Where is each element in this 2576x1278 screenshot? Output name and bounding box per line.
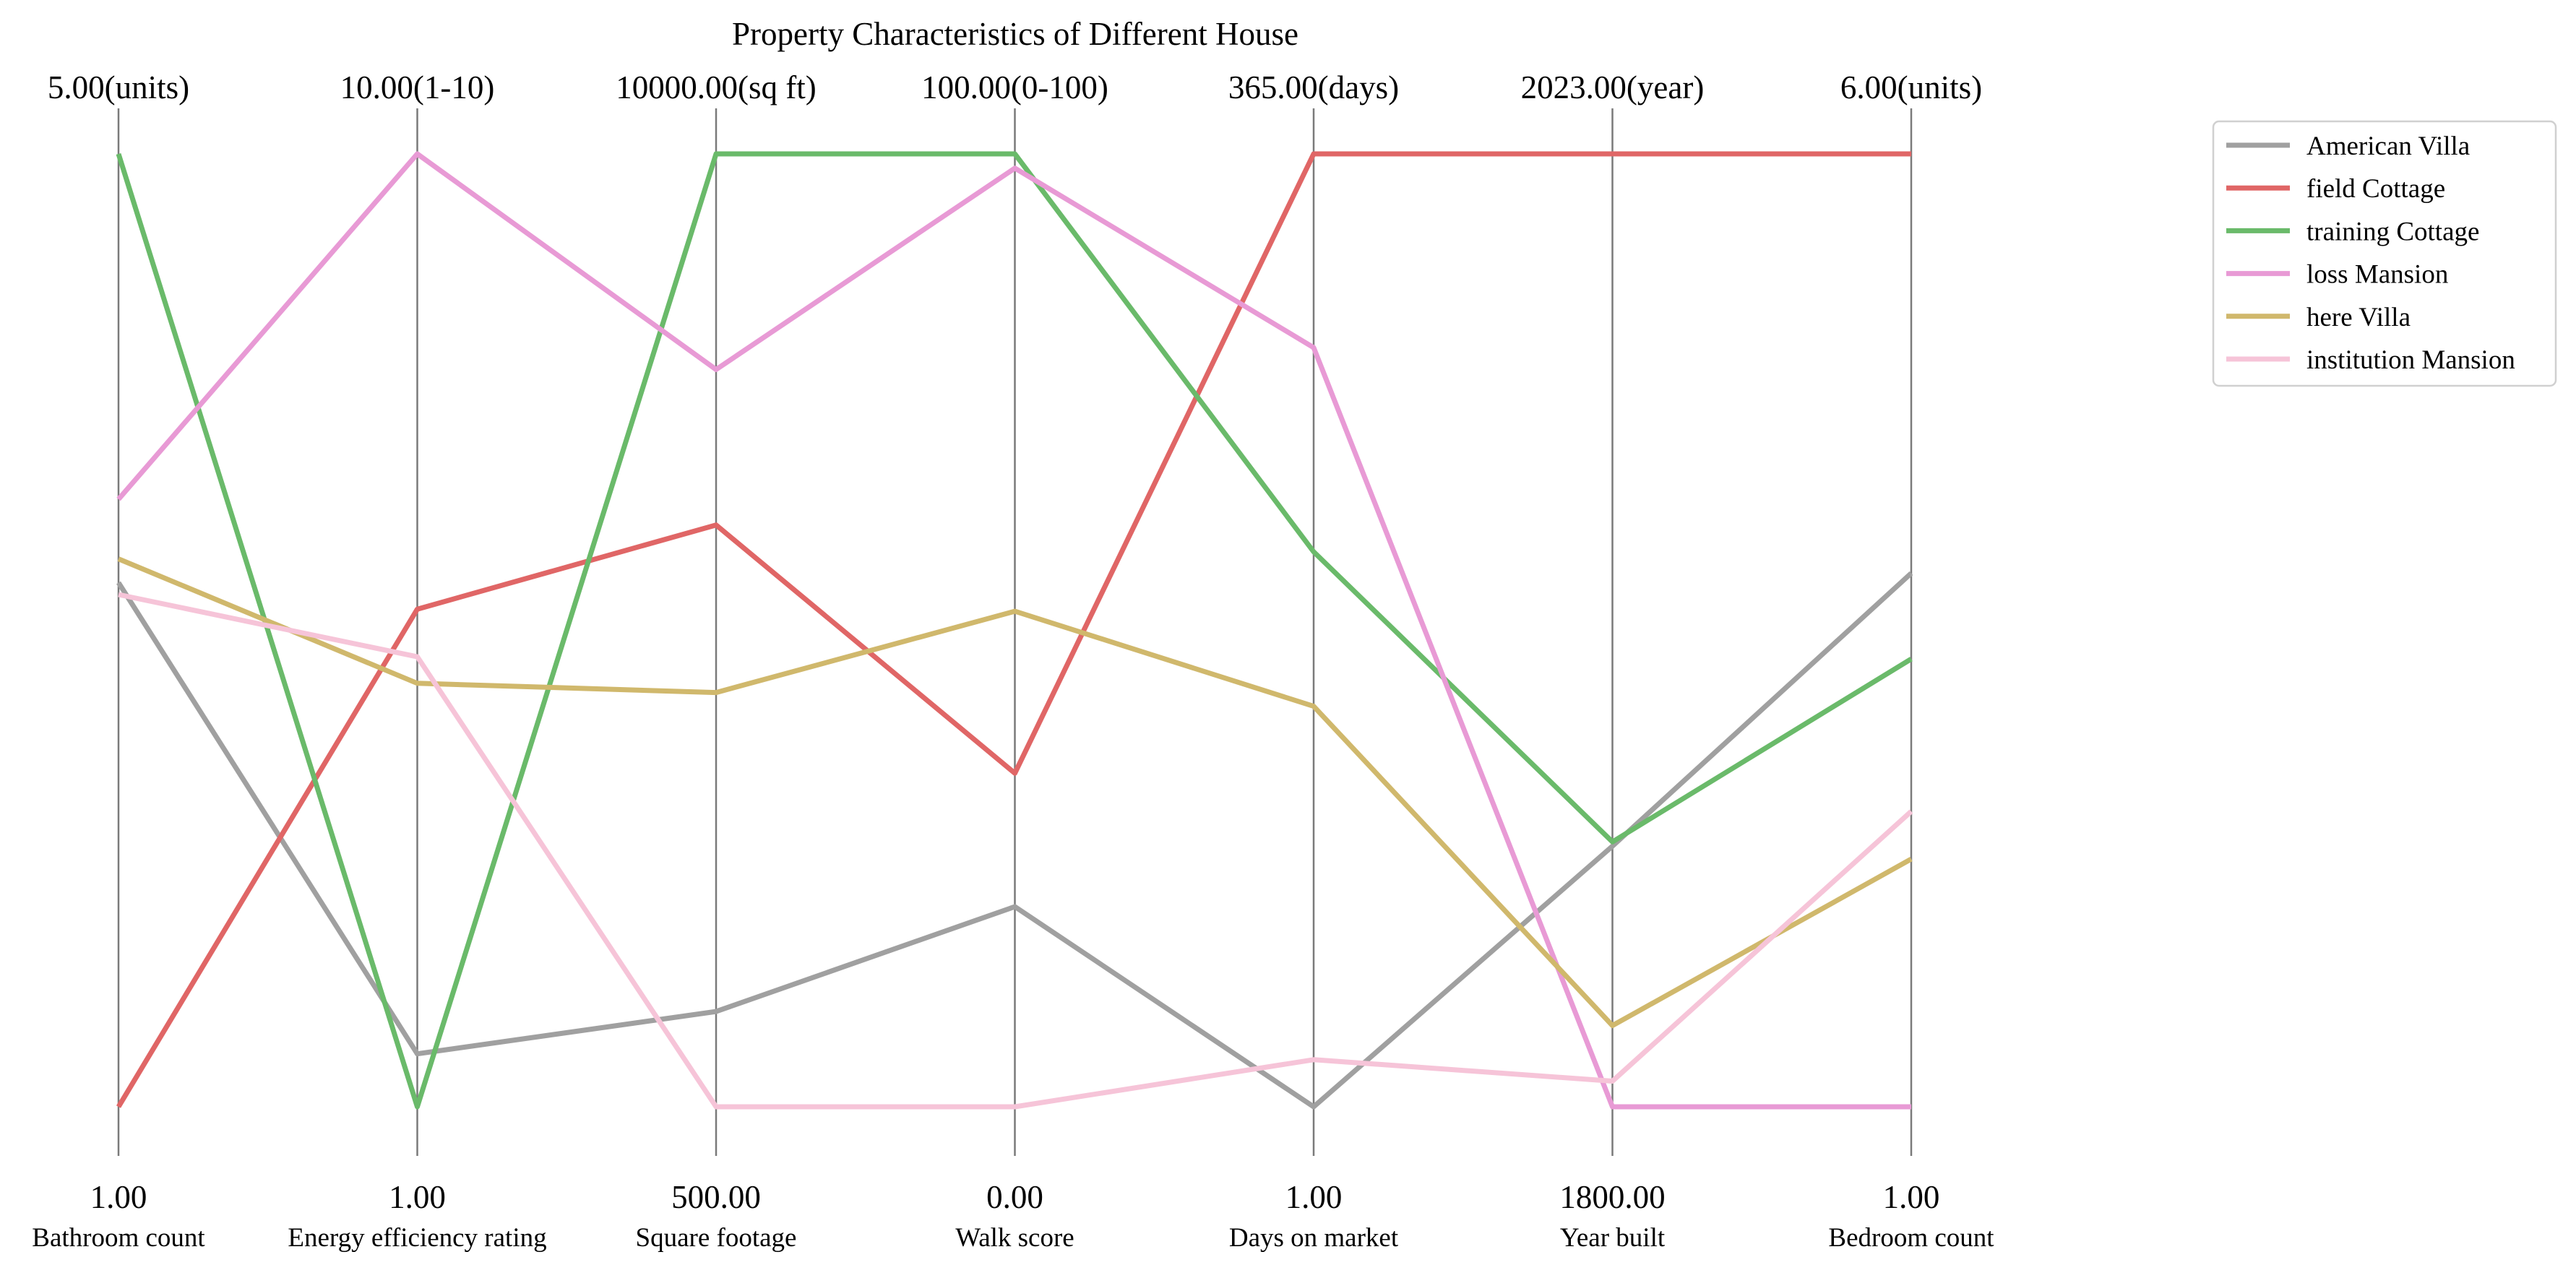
axis-max-tick-label: 100.00(0-100) <box>921 69 1108 105</box>
axis-min-tick-label: 1.00 <box>389 1179 446 1215</box>
legend-label: training Cottage <box>2306 217 2479 246</box>
axis-label: Walk score <box>955 1223 1074 1253</box>
legend: American Villa field Cottage training Cott… <box>2212 120 2557 387</box>
axis-min-tick-label: 1.00 <box>1285 1179 1343 1215</box>
axis-days-on-market: 365.00(days) 1.00 Days on market <box>1228 69 1399 1253</box>
axis-bathroom-count: 5.00(units) 1.00 Bathroom count <box>32 69 205 1253</box>
series-line-field-cottage <box>116 151 1911 1108</box>
axis-year-built: 2023.00(year) 1800.00 Year built <box>1521 69 1705 1253</box>
axis-label: Square footage <box>636 1223 797 1253</box>
axes-layer: 5.00(units) 1.00 Bathroom count 10.00(1-10)… <box>32 69 1994 1253</box>
legend-item-american-villa: American Villa <box>2226 131 2470 161</box>
series-line-training-cottage <box>116 151 1913 1110</box>
series-line-american-villa <box>116 571 1913 1110</box>
legend-label: field Cottage <box>2306 174 2445 204</box>
series-line-here-villa <box>117 556 1913 1029</box>
series-line-loss-mansion <box>116 151 1911 1110</box>
axis-min-tick-label: 1800.00 <box>1559 1179 1665 1215</box>
axis-max-tick-label: 10.00(1-10) <box>340 69 495 105</box>
legend-item-loss-mansion: loss Mansion <box>2226 260 2448 290</box>
legend-label: loss Mansion <box>2306 260 2448 290</box>
axis-label: Bathroom count <box>32 1223 205 1253</box>
axis-square-footage: 10000.00(sq ft) 500.00 Square footage <box>616 69 816 1253</box>
axis-walk-score: 100.00(0-100) 0.00 Walk score <box>921 69 1108 1253</box>
axis-label: Bedroom count <box>1828 1223 1994 1253</box>
axis-max-tick-label: 5.00(units) <box>48 69 189 105</box>
axis-label: Year built <box>1560 1223 1666 1253</box>
series-layer <box>116 151 1913 1110</box>
axis-max-tick-label: 2023.00(year) <box>1521 69 1705 105</box>
axis-energy-efficiency-rating: 10.00(1-10) 1.00 Energy efficiency rating <box>288 69 546 1253</box>
chart-title: Property Characteristics of Different Ho… <box>732 16 1298 52</box>
legend-items: American Villa field Cottage training Cott… <box>2226 131 2515 375</box>
axis-min-tick-label: 500.00 <box>671 1179 761 1215</box>
axis-min-tick-label: 1.00 <box>1883 1179 1940 1215</box>
axis-max-tick-label: 365.00(days) <box>1228 69 1399 105</box>
legend-frame <box>2212 120 2557 387</box>
axis-max-tick-label: 10000.00(sq ft) <box>616 69 816 105</box>
axis-min-tick-label: 0.00 <box>986 1179 1043 1215</box>
legend-item-institution-mansion: institution Mansion <box>2226 345 2515 375</box>
axis-label: Days on market <box>1229 1223 1399 1253</box>
series-line-institution-mansion <box>118 592 1913 1110</box>
axis-min-tick-label: 1.00 <box>90 1179 147 1215</box>
axis-label: Energy efficiency rating <box>288 1223 546 1253</box>
legend-label: institution Mansion <box>2306 345 2515 375</box>
axis-max-tick-label: 6.00(units) <box>1840 69 1982 105</box>
legend-item-field-cottage: field Cottage <box>2226 174 2445 204</box>
legend-label: here Villa <box>2306 303 2411 332</box>
legend-item-here-villa: here Villa <box>2226 303 2411 332</box>
legend-label: American Villa <box>2306 131 2470 161</box>
legend-item-training-cottage: training Cottage <box>2226 217 2479 246</box>
axis-bedroom-count: 6.00(units) 1.00 Bedroom count <box>1828 69 1994 1253</box>
